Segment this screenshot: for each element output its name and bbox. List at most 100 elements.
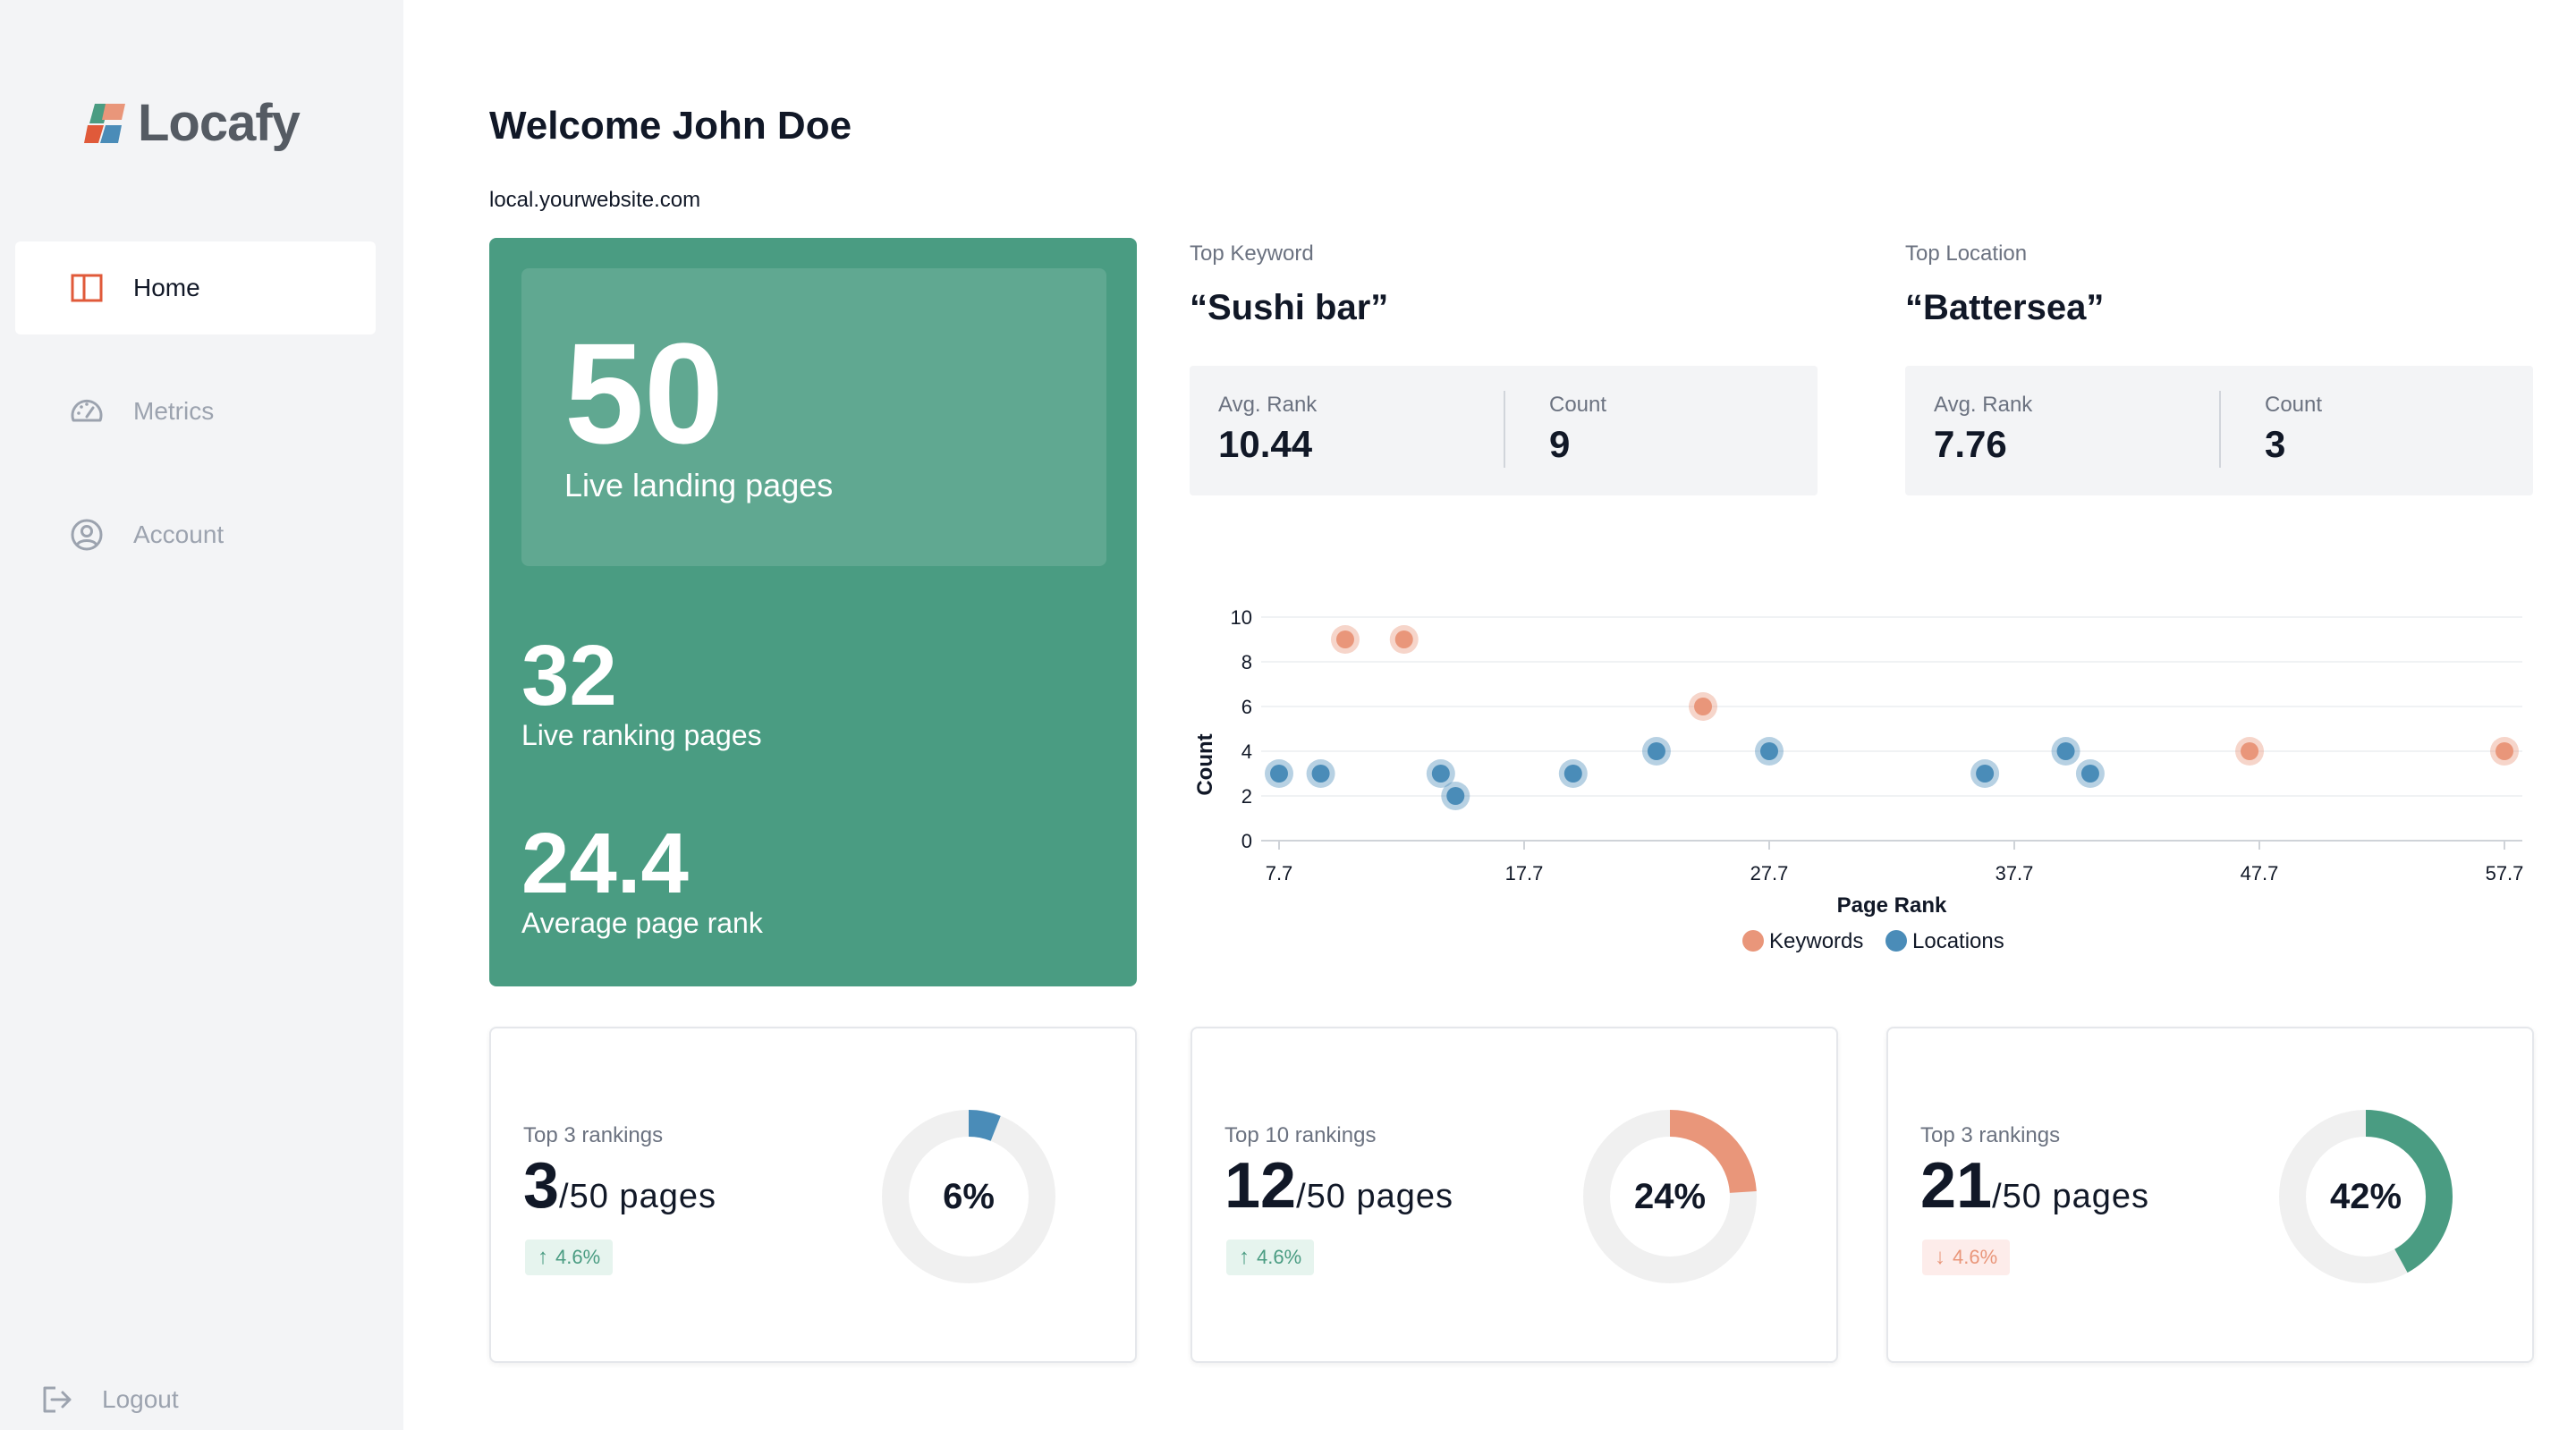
x-axis-title: Page Rank <box>1837 893 1947 918</box>
ranking-total: /50 pages <box>1992 1178 2150 1215</box>
donut-percent: 6% <box>943 1176 995 1216</box>
top-location-value: “Battersea” <box>1905 288 2105 327</box>
donut-percent: 42% <box>2329 1176 2402 1216</box>
data-point[interactable] <box>1311 765 1330 783</box>
y-tick-label: 4 <box>1241 740 1252 763</box>
gauge-icon <box>71 400 103 422</box>
divider <box>1504 391 1505 468</box>
donut-segment <box>2279 1110 2453 1283</box>
top-keyword-metrics: Avg. Rank 10.44 Count 9 <box>1190 366 1818 495</box>
ranking-count: 3 <box>523 1150 560 1222</box>
change-badge: ↑ 4.6% <box>1226 1240 1315 1275</box>
data-point[interactable] <box>1446 787 1465 805</box>
y-axis-title: Count <box>1193 733 1217 795</box>
top-keyword-label: Top Keyword <box>1190 241 1314 266</box>
site-url: local.yourwebsite.com <box>489 188 701 212</box>
brand-name: Locafy <box>138 93 301 152</box>
x-tick-label: 7.7 <box>1266 862 1293 884</box>
logout-label: Logout <box>102 1385 179 1413</box>
data-point[interactable] <box>1270 765 1288 783</box>
ranking-count: 12 <box>1224 1150 1297 1222</box>
sidebar-item-label: Metrics <box>133 397 215 425</box>
donut-segment <box>1583 1110 1757 1283</box>
y-tick-label: 6 <box>1241 696 1252 718</box>
change-value: 4.6% <box>1953 1246 1998 1268</box>
data-point[interactable] <box>1563 765 1582 783</box>
sidebar: Locafy Home Metrics <box>0 0 403 1430</box>
legend-swatch <box>1742 930 1764 952</box>
arrow-up-icon: ↑ <box>1239 1245 1250 1269</box>
live-ranking-pages-value: 32 <box>521 628 617 723</box>
summary-card: 50 Live landing pages 32 Live ranking pa… <box>489 238 1137 986</box>
legend-swatch <box>1885 930 1907 952</box>
count-label: Count <box>2265 393 2323 417</box>
count-value: 3 <box>2265 423 2286 465</box>
arrow-up-icon: ↑ <box>538 1245 548 1269</box>
data-point[interactable] <box>2496 742 2513 760</box>
divider <box>2219 391 2221 468</box>
sidebar-item-label: Account <box>133 520 225 548</box>
data-point[interactable] <box>1976 765 1995 783</box>
data-point[interactable] <box>1760 742 1778 760</box>
arrow-down-icon: ↓ <box>1935 1245 1945 1269</box>
user-circle-icon <box>71 519 103 551</box>
live-landing-pages-panel: 50 Live landing pages <box>521 268 1106 566</box>
top-location-label: Top Location <box>1905 241 2028 266</box>
avg-rank-value: 10.44 <box>1218 423 1313 465</box>
average-page-rank-value: 24.4 <box>521 816 689 911</box>
avg-rank-label: Avg. Rank <box>1934 393 2033 417</box>
logo[interactable]: Locafy <box>82 93 301 152</box>
donut-chart <box>882 1110 1055 1283</box>
live-landing-pages-label: Live landing pages <box>564 467 834 503</box>
data-point[interactable] <box>2080 765 2099 783</box>
data-point[interactable] <box>1647 742 1665 760</box>
data-point[interactable] <box>1394 630 1413 648</box>
sidebar-item-metrics[interactable]: Metrics <box>15 365 376 458</box>
sidebar-item-home[interactable]: Home <box>15 241 376 334</box>
legend-label: Locations <box>1912 929 2004 953</box>
ranking-card: Top 3 rankings 3 /50 pages ↑ 4.6% 6% <box>489 1027 1137 1363</box>
data-point[interactable] <box>1694 698 1713 715</box>
ranking-card-label: Top 3 rankings <box>1920 1123 2061 1147</box>
y-tick-label: 8 <box>1241 651 1252 673</box>
data-point[interactable] <box>1335 630 1354 648</box>
top-keyword-value: “Sushi bar” <box>1190 288 1389 327</box>
live-ranking-pages-label: Live ranking pages <box>521 719 762 751</box>
ranking-card: Top 10 rankings 12 /50 pages ↑ 4.6% 24% <box>1191 1027 1838 1363</box>
ranking-card-label: Top 10 rankings <box>1224 1123 1377 1147</box>
layout-icon <box>71 274 103 302</box>
average-page-rank-label: Average page rank <box>521 907 763 939</box>
avg-rank-value: 7.76 <box>1934 423 2007 465</box>
ranking-total: /50 pages <box>1296 1178 1454 1215</box>
ranking-total: /50 pages <box>559 1178 716 1215</box>
x-tick-label: 47.7 <box>2241 862 2279 884</box>
x-tick-label: 37.7 <box>1996 862 2034 884</box>
donut-chart <box>2279 1110 2453 1283</box>
y-tick-label: 10 <box>1231 606 1252 629</box>
count-value: 9 <box>1549 423 1571 465</box>
change-value: 4.6% <box>1257 1246 1302 1268</box>
logout-button[interactable]: Logout <box>39 1377 179 1422</box>
sidebar-item-account[interactable]: Account <box>15 488 376 581</box>
sidebar-item-label: Home <box>133 274 200 301</box>
y-tick-label: 0 <box>1241 830 1252 852</box>
data-point[interactable] <box>2056 742 2075 760</box>
top-location-metrics: Avg. Rank 7.76 Count 3 <box>1905 366 2533 495</box>
change-badge: ↓ 4.6% <box>1922 1240 2011 1275</box>
x-tick-label: 27.7 <box>1750 862 1789 884</box>
avg-rank-label: Avg. Rank <box>1218 393 1318 417</box>
donut-segment <box>882 1110 1055 1283</box>
x-tick-label: 57.7 <box>2486 862 2524 884</box>
scatter-plot: 0 2 4 6 8 10 7.7 17.7 27.7 37.7 47.7 57.7 Page Rank C… <box>1193 606 2524 953</box>
data-point[interactable] <box>1431 765 1450 783</box>
y-tick-label: 2 <box>1241 785 1252 808</box>
data-point[interactable] <box>2241 742 2259 760</box>
ranking-card-value: 3 /50 pages <box>523 1154 716 1218</box>
page-rank-scatter-chart: 0 2 4 6 8 10 7.7 17.7 27.7 37.7 47.7 57.7 Page Rank C… <box>1181 590 2540 966</box>
change-badge: ↑ 4.6% <box>525 1240 614 1275</box>
live-landing-pages-value: 50 <box>564 313 724 473</box>
donut-chart <box>1583 1110 1757 1283</box>
donut-percent: 24% <box>1633 1176 1707 1216</box>
x-tick-label: 17.7 <box>1505 862 1544 884</box>
ranking-card: Top 3 rankings 21 /50 pages ↓ 4.6% 42% <box>1886 1027 2534 1363</box>
